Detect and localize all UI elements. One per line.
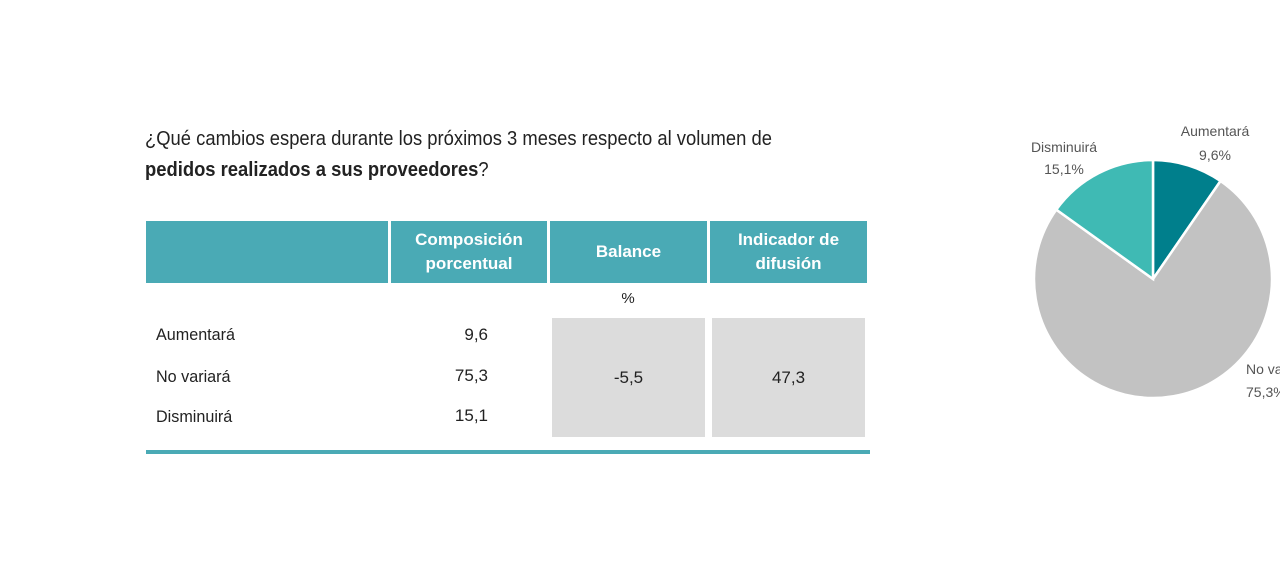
header-balance: Balance	[550, 221, 707, 283]
unit-label: %	[621, 290, 635, 307]
balance-cell: -5,5	[552, 318, 705, 437]
question-text: ¿Qué cambios espera durante los próximos…	[145, 124, 844, 186]
pie-slice-2	[1032, 179, 1274, 400]
pie-label-value-2: 75,3%	[1246, 384, 1280, 400]
header-difusion: Indicador de difusión	[710, 221, 867, 283]
header-empty	[146, 221, 388, 283]
diffusion-cell: 47,3	[712, 318, 865, 437]
header-composicion-label: Composición porcentual	[415, 230, 523, 273]
question-part2: pedidos realizados a sus proveedores	[145, 159, 479, 181]
header-composicion: Composición porcentual	[391, 221, 547, 283]
pie-slice-1	[1151, 158, 1223, 284]
pie-label-name-1: Aumentará	[1181, 123, 1250, 139]
pie-label-value-1: 9,6%	[1199, 147, 1231, 163]
row-value-aumentara: 9,6	[464, 325, 488, 344]
pie-slice-3	[1054, 158, 1155, 282]
question-part1: ¿Qué cambios espera durante los próximos…	[145, 128, 772, 150]
pie-label-value-3: 15,1%	[1044, 161, 1084, 177]
table-bottom-rule	[146, 450, 870, 454]
pie-label-name-2: No variará	[1246, 361, 1280, 377]
row-value-no-variara: 75,3	[454, 366, 488, 385]
row-label-disminuira: Disminuirá	[156, 407, 233, 426]
question-part3: ?	[478, 159, 489, 181]
row-value-disminuira: 15,1	[454, 406, 488, 425]
row-label-no-variara: No variará	[156, 367, 231, 386]
header-difusion-label: Indicador de difusión	[737, 230, 840, 273]
pie-label-name-3: Disminuirá	[1031, 139, 1097, 155]
row-label-aumentara: Aumentará	[156, 325, 236, 344]
